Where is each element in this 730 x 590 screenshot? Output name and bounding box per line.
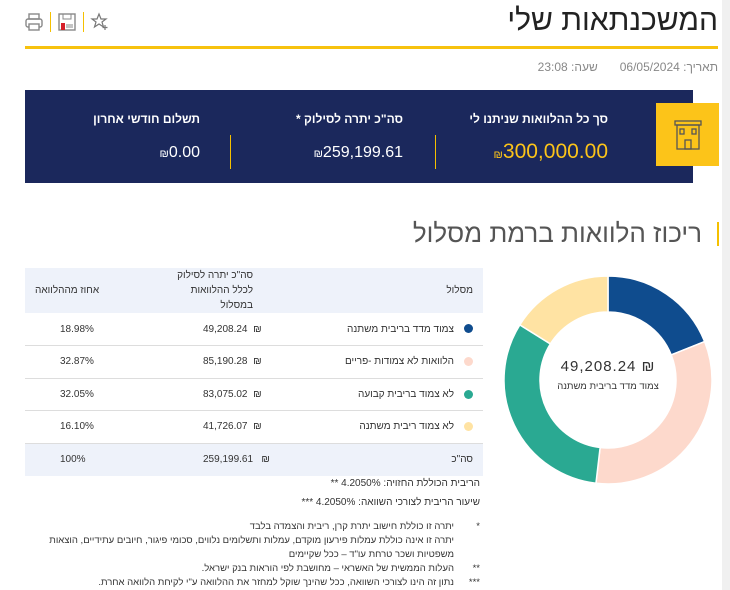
donut-slice[interactable]: [518, 275, 609, 345]
last-payment-value: 0.00: [168, 144, 200, 161]
time-value: 23:08: [537, 60, 568, 74]
divider: [50, 12, 51, 32]
track-percent: 18.98%: [25, 313, 163, 346]
track-percent: 32.05%: [25, 378, 163, 411]
total-loans-stat: סך כל ההלוואות שניתנו לי ₪300,000.00: [469, 90, 608, 164]
total-loans-value: 300,000.00: [502, 140, 608, 163]
currency-symbol: ₪: [261, 454, 270, 465]
print-icon[interactable]: [24, 12, 44, 32]
total-balance: 259,199.61: [203, 454, 254, 465]
track-name: לא צמוד ריבית משתנה: [359, 421, 454, 433]
footnote-mark: ***: [301, 497, 314, 508]
currency-symbol: ₪: [313, 148, 323, 160]
table-row: הלוואות לא צמודות -פריים ₪ 85,190.28 32.…: [25, 345, 483, 379]
building-icon: [656, 103, 719, 166]
series-color-dot: [464, 422, 473, 432]
footnote-text: יתרה זו כוללת חישוב יתרת קרן, ריבית והצמ…: [249, 521, 454, 532]
currency-symbol: ₪: [253, 388, 262, 400]
title-underline: [25, 46, 718, 49]
footnote-text: העלות הממשית של האשראי – מחושבת לפי הורא…: [201, 563, 454, 574]
tracks-table: מסלול סה"כ יתרה לסילוק לכלל ההלוואות במס…: [25, 268, 483, 476]
header-balance: סה"כ יתרה לסילוק לכלל ההלוואות במסלול: [163, 268, 313, 313]
footnote: *** נתון זה הינו לצורכי השוואה, ככל שהינך…: [10, 576, 480, 590]
total-label: סה"כ: [313, 443, 483, 476]
summary-banner: סך כל ההלוואות שניתנו לי ₪300,000.00 סה"…: [25, 90, 693, 183]
total-loans-label: סך כל ההלוואות שניתנו לי: [469, 112, 608, 126]
footnote-mark: **: [472, 563, 480, 574]
donut-slice[interactable]: [503, 323, 601, 485]
divider: [230, 135, 231, 169]
header-percent: אחוז מההלוואה: [25, 268, 163, 313]
footnote: * יתרה זו כוללת חישוב יתרת קרן, ריבית והצ…: [10, 520, 480, 562]
donut-slice[interactable]: [607, 275, 706, 356]
track-balance: 41,726.07: [203, 421, 248, 433]
track-balance: 49,208.24: [203, 323, 248, 335]
section-accent: [717, 222, 719, 246]
track-name: הלוואות לא צמודות -פריים: [344, 356, 454, 368]
time-label: שעה:: [571, 60, 598, 74]
donut-chart: [503, 275, 713, 485]
track-balance: 83,075.02: [203, 388, 248, 400]
table-row: לא צמוד בריבית קבועה ₪ 83,075.02 32.05%: [25, 378, 483, 411]
save-icon[interactable]: [57, 12, 77, 32]
total-percent: 100%: [25, 443, 163, 476]
currency-symbol: ₪: [253, 356, 262, 368]
date-label: תאריך:: [683, 60, 718, 74]
footnote-mark: ***: [468, 577, 480, 588]
compare-rate-label: שיעור הריבית לצורכי השוואה:: [358, 497, 480, 508]
footnote-mark: *: [476, 521, 480, 532]
section-title: ריכוז הלוואות ברמת מסלול: [412, 218, 702, 248]
date-value: 06/05/2024: [619, 60, 680, 74]
currency-symbol: ₪: [493, 149, 503, 161]
compare-rate-value: 4.2050%: [315, 497, 356, 508]
donut-center-label: צמוד מדד בריבית משתנה: [557, 381, 659, 392]
table-row: צמוד מדד בריבית משתנה ₪ 49,208.24 18.98%: [25, 313, 483, 346]
divider: [435, 135, 436, 169]
date-time: תאריך: 06/05/2024 שעה: 23:08: [538, 60, 718, 74]
expected-rate-value: 4.2050%: [341, 478, 381, 489]
footnotes: * יתרה זו כוללת חישוב יתרת קרן, ריבית והצ…: [10, 520, 480, 590]
footnote: ** העלות הממשית של האשראי – מחושבת לפי הו…: [10, 562, 480, 576]
last-payment-label: תשלום חודשי אחרון: [93, 112, 200, 126]
toolbar: [24, 12, 110, 32]
currency-symbol: ₪: [253, 323, 262, 335]
donut-center-value: ₪ 49,208.24: [560, 358, 656, 375]
table-total-row: סה"כ ₪ 259,199.61 100%: [25, 443, 483, 476]
track-percent: 32.87%: [25, 345, 163, 379]
balance-value: 259,199.61: [322, 144, 403, 161]
donut-center: ₪ 49,208.24 צמוד מדד בריבית משתנה: [538, 358, 678, 392]
balance-label: סה"כ יתרה לסילוק *: [296, 112, 403, 126]
footnote-mark: **: [330, 478, 339, 489]
rates-notes: הריבית הכוללת החזויה: 4.2050% ** שיעור ה…: [20, 478, 480, 516]
last-payment-stat: תשלום חודשי אחרון ₪0.00: [93, 90, 200, 162]
track-percent: 16.10%: [25, 410, 163, 444]
track-name: לא צמוד בריבית קבועה: [357, 388, 454, 400]
balance-stat: סה"כ יתרה לסילוק * ₪259,199.61: [296, 90, 403, 162]
divider: [83, 12, 84, 32]
currency-symbol: ₪: [253, 421, 262, 433]
track-balance: 85,190.28: [203, 356, 248, 368]
series-color-dot: [464, 324, 473, 334]
track-name: צמוד מדד בריבית משתנה: [347, 323, 454, 335]
table-row: לא צמוד ריבית משתנה ₪ 41,726.07 16.10%: [25, 410, 483, 444]
page-title: המשכנתאות שלי: [507, 4, 718, 37]
header-track: מסלול: [313, 268, 483, 313]
footnote-text: נתון זה הינו לצורכי השוואה, ככל שהינך שו…: [98, 577, 454, 588]
favorite-add-icon[interactable]: [90, 12, 110, 32]
table-header: מסלול סה"כ יתרה לסילוק לכלל ההלוואות במס…: [25, 268, 483, 313]
scrollbar[interactable]: [722, 0, 730, 590]
series-color-dot: [464, 357, 473, 367]
expected-rate-label: הריבית הכוללת החזויה:: [383, 478, 480, 489]
series-color-dot: [464, 389, 473, 399]
currency-symbol: ₪: [159, 148, 169, 160]
footnote-text: יתרה זו אינה כוללת עמלות פירעון מוקדם, ע…: [49, 535, 454, 560]
donut-slice[interactable]: [595, 340, 713, 485]
